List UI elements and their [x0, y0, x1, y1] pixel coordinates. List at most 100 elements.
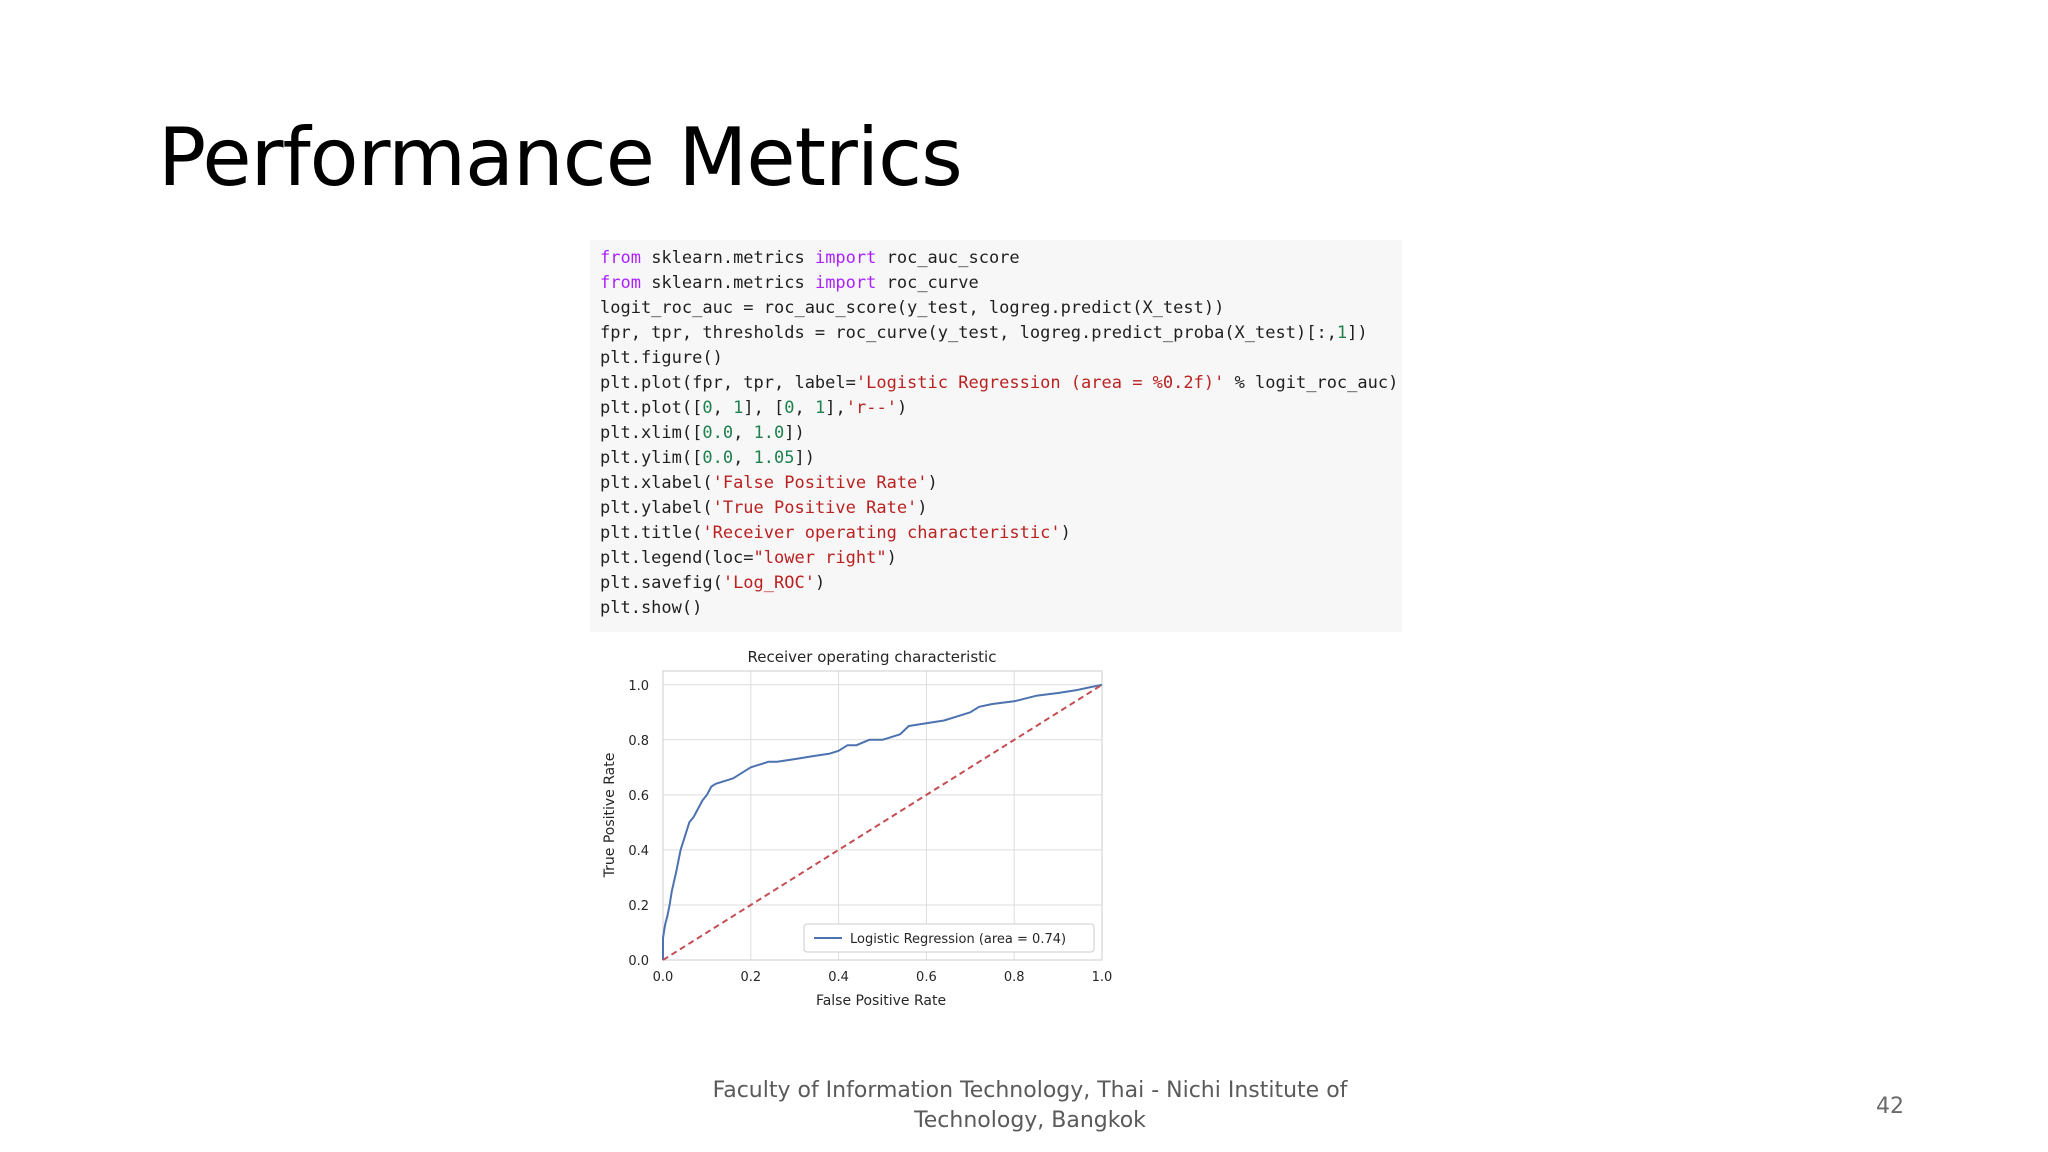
code-line: fpr, tpr, thresholds = roc_curve(y_test,… [600, 321, 1402, 346]
roc-curve-line [662, 683, 1103, 960]
code-line: from sklearn.metrics import roc_curve [600, 271, 1402, 296]
x-tick-label: 0.4 [828, 970, 849, 985]
code-text: % logit_roc_auc) [1224, 373, 1399, 393]
footer-line-1: Faculty of Information Technology, Thai … [712, 1078, 1348, 1103]
code-text: , [733, 423, 754, 443]
roc-chart-svg: Receiver operating characteristic 0.0 0.2… [602, 648, 1112, 1009]
code-line: from sklearn.metrics import roc_auc_scor… [600, 246, 1402, 271]
code-number: 1 [1336, 323, 1348, 343]
code-text: sklearn.metrics [640, 273, 815, 293]
code-line: plt.xlim([0.0, 1.0]) [600, 421, 1402, 446]
code-text: plt.plot(fpr, tpr, label= [600, 373, 856, 393]
code-text: logit_roc_auc = roc_auc_score(y_test, lo… [600, 298, 1225, 318]
chance-diagonal-line [662, 683, 1103, 961]
chart-grid [662, 671, 1103, 961]
legend-box [803, 923, 1095, 953]
code-number: 1 [733, 398, 744, 418]
code-string: 'Log_ROC' [722, 573, 815, 593]
y-tick-label: 0.4 [628, 844, 649, 859]
code-text: roc_curve [876, 273, 979, 293]
code-text: ]) [1347, 323, 1368, 343]
code-text: plt.savefig( [600, 573, 723, 593]
code-number: 1 [815, 398, 826, 418]
page-number: 42 [1876, 1094, 1904, 1119]
code-text: , [712, 398, 734, 418]
code-string: 'Logistic Regression (area = %0.2f)' [855, 373, 1225, 393]
x-tick-label: 0.0 [653, 970, 674, 985]
y-tick-label: 0.8 [628, 734, 649, 749]
y-tick-label: 0.2 [628, 899, 649, 914]
code-line: plt.xlabel('False Positive Rate') [600, 471, 1402, 496]
code-text: roc_auc_score [876, 248, 1020, 268]
code-text: ) [886, 548, 897, 568]
code-line: plt.savefig('Log_ROC') [600, 571, 1402, 596]
code-text: , [794, 398, 816, 418]
code-text: ) [1060, 523, 1071, 543]
code-text: ) [917, 498, 928, 518]
code-line: plt.plot([0, 1], [0, 1],'r--') [600, 396, 1402, 421]
code-number: 0.0 [702, 423, 734, 443]
code-number: 1.0 [753, 423, 785, 443]
slide-footer: Faculty of Information Technology, Thai … [640, 1076, 1420, 1136]
roc-chart: Receiver operating characteristic 0.0 0.2… [596, 644, 1136, 1014]
code-string: 'True Positive Rate' [712, 498, 918, 518]
code-line: plt.ylabel('True Positive Rate') [600, 496, 1402, 521]
code-number: 1.05 [753, 448, 795, 468]
code-string: 'False Positive Rate' [712, 473, 928, 493]
chart-series [662, 683, 1103, 961]
code-text: sklearn.metrics [640, 248, 815, 268]
x-tick-label: 1.0 [1092, 970, 1113, 985]
code-text: ) [927, 473, 938, 493]
x-tick-label: 0.8 [1004, 970, 1025, 985]
code-line: plt.ylim([0.0, 1.05]) [600, 446, 1402, 471]
x-tick-label: 0.2 [740, 970, 761, 985]
code-keyword: from [600, 273, 641, 293]
code-text: ) [814, 573, 826, 593]
code-text: ) [896, 398, 908, 418]
code-number: 0 [702, 398, 713, 418]
code-text: plt.ylabel( [600, 498, 713, 518]
code-keyword: import [814, 248, 877, 268]
code-keyword: from [600, 248, 641, 268]
code-number: 0 [784, 398, 795, 418]
y-tick-label: 1.0 [628, 679, 649, 694]
code-line: plt.figure() [600, 346, 1402, 371]
code-line: plt.title('Receiver operating characteri… [600, 521, 1402, 546]
axis-ticks: 0.0 0.2 0.4 0.6 0.8 1.0 0.0 0.2 0.4 0.6 0.8 1.0 [628, 679, 1112, 985]
code-line: logit_roc_auc = roc_auc_score(y_test, lo… [600, 296, 1402, 321]
code-text: plt.legend(loc= [600, 548, 754, 568]
code-text: plt.figure() [600, 348, 723, 368]
code-block: from sklearn.metrics import roc_auc_scor… [590, 240, 1402, 632]
code-text: plt.plot([ [600, 398, 703, 418]
y-tick-label: 0.0 [628, 954, 649, 969]
code-string: "lower right" [753, 548, 887, 568]
code-text: ]) [784, 423, 805, 443]
plot-area-frame [662, 670, 1103, 961]
code-text: plt.ylim([ [600, 448, 703, 468]
code-text: plt.xlabel( [600, 473, 713, 493]
code-number: 0.0 [702, 448, 734, 468]
code-text: plt.title( [600, 523, 703, 543]
code-text: plt.xlim([ [600, 423, 703, 443]
code-keyword: import [814, 273, 877, 293]
code-line: plt.plot(fpr, tpr, label='Logistic Regre… [600, 371, 1402, 396]
x-tick-label: 0.6 [916, 970, 937, 985]
code-string: 'r--' [845, 398, 897, 418]
code-text: ], [ [743, 398, 785, 418]
x-axis-label: False Positive Rate [816, 993, 946, 1009]
chart-title: Receiver operating characteristic [748, 648, 997, 666]
code-text: fpr, tpr, thresholds = roc_curve(y_test,… [600, 323, 1337, 343]
code-line: plt.show() [600, 596, 1402, 621]
y-tick-label: 0.6 [628, 789, 649, 804]
code-line: plt.legend(loc="lower right") [600, 546, 1402, 571]
footer-line-2: Technology, Bangkok [914, 1108, 1146, 1133]
legend-label-logistic: Logistic Regression (area = 0.74) [850, 932, 1066, 947]
code-text: ], [825, 398, 846, 418]
slide-title: Performance Metrics [158, 111, 963, 204]
y-axis-label: True Positive Rate [602, 753, 618, 879]
code-text: plt.show() [600, 598, 703, 618]
code-text: ]) [794, 448, 815, 468]
code-text: , [733, 448, 754, 468]
code-string: 'Receiver operating characteristic' [702, 523, 1061, 543]
chart-legend: Logistic Regression (area = 0.74) [803, 923, 1095, 953]
